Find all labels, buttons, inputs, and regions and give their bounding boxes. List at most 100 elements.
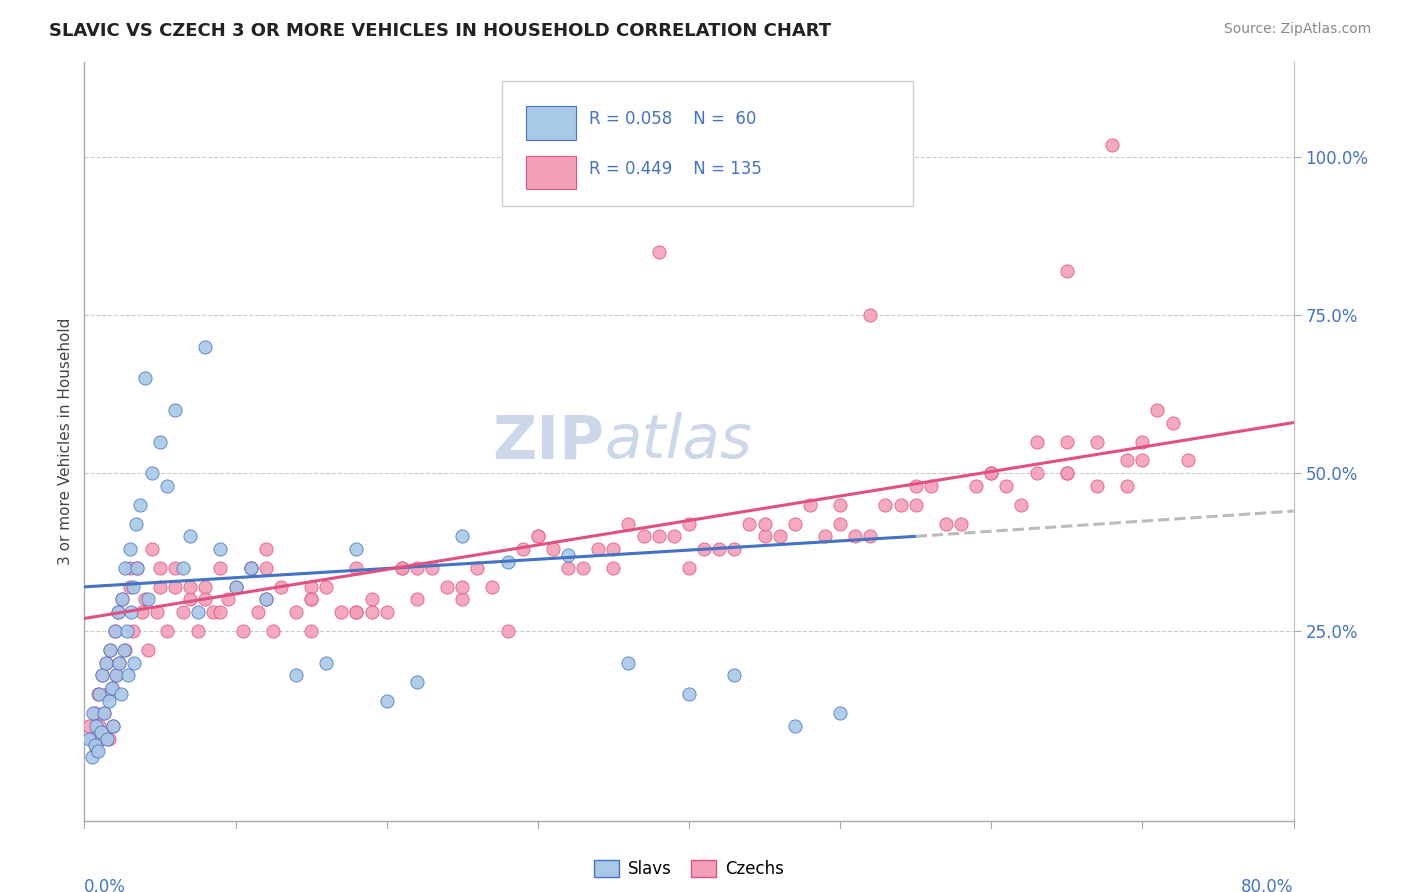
Point <box>391 561 413 575</box>
Point <box>965 479 987 493</box>
Point <box>980 466 1002 480</box>
Point <box>118 541 141 556</box>
Point <box>86 719 108 733</box>
Point <box>299 624 322 639</box>
Point <box>406 561 429 575</box>
Point <box>285 605 308 619</box>
Point <box>436 580 458 594</box>
Point <box>299 592 322 607</box>
Point <box>96 731 118 746</box>
Point <box>709 541 731 556</box>
Point <box>617 656 640 670</box>
Text: Source: ZipAtlas.com: Source: ZipAtlas.com <box>1223 22 1371 37</box>
Point <box>105 668 128 682</box>
Point <box>98 643 121 657</box>
Point <box>1085 434 1108 449</box>
Point <box>94 656 117 670</box>
Point <box>187 624 209 639</box>
Point <box>481 580 503 594</box>
Point <box>602 541 624 556</box>
Point <box>814 529 837 543</box>
Point <box>799 498 821 512</box>
Point <box>346 561 368 575</box>
Point <box>904 479 927 493</box>
Point <box>1132 434 1154 449</box>
Point <box>141 466 163 480</box>
Point <box>134 592 156 607</box>
Y-axis label: 3 or more Vehicles in Household: 3 or more Vehicles in Household <box>58 318 73 566</box>
Point <box>232 624 254 639</box>
Point <box>1056 466 1078 480</box>
Point <box>110 687 132 701</box>
Point <box>1116 453 1139 467</box>
Point <box>165 403 187 417</box>
Point <box>172 561 194 575</box>
Point <box>90 725 112 739</box>
Text: 80.0%: 80.0% <box>1241 878 1294 892</box>
Point <box>91 668 114 682</box>
Point <box>87 744 110 758</box>
Point <box>830 516 852 531</box>
Point <box>97 693 120 707</box>
Point <box>270 580 292 594</box>
Point <box>118 561 141 575</box>
Point <box>451 529 474 543</box>
Point <box>375 605 398 619</box>
Point <box>648 529 671 543</box>
Point <box>187 605 209 619</box>
Point <box>1056 466 1078 480</box>
Point <box>541 541 564 556</box>
Point <box>904 498 927 512</box>
Text: R = 0.058    N =  60: R = 0.058 N = 60 <box>589 111 756 128</box>
Point <box>120 605 142 619</box>
Point <box>172 605 194 619</box>
Point <box>859 529 882 543</box>
Point <box>451 592 474 607</box>
Point <box>118 580 141 594</box>
Point <box>121 580 143 594</box>
Point <box>209 605 232 619</box>
Point <box>980 466 1002 480</box>
Point <box>1056 264 1078 278</box>
Point <box>950 516 973 531</box>
Point <box>194 592 217 607</box>
Point <box>678 516 700 531</box>
Point <box>86 744 108 758</box>
Point <box>285 668 308 682</box>
Point <box>239 561 262 575</box>
Point <box>239 561 262 575</box>
Point <box>406 674 429 689</box>
Point <box>84 738 107 752</box>
Point <box>754 529 776 543</box>
Point <box>111 592 134 607</box>
Point <box>97 731 120 746</box>
Point <box>90 731 112 746</box>
Point <box>111 592 134 607</box>
Point <box>723 668 745 682</box>
Point <box>391 561 413 575</box>
Point <box>1161 416 1184 430</box>
Point <box>93 706 115 721</box>
Point <box>107 605 129 619</box>
Point <box>315 580 337 594</box>
Point <box>121 624 143 639</box>
Point <box>217 592 239 607</box>
Point <box>315 656 337 670</box>
Point <box>346 605 368 619</box>
Text: R = 0.449    N = 135: R = 0.449 N = 135 <box>589 160 762 178</box>
Point <box>254 541 277 556</box>
Point <box>633 529 655 543</box>
Point <box>662 529 685 543</box>
Point <box>194 340 217 354</box>
Point <box>678 687 700 701</box>
Point <box>420 561 443 575</box>
Point <box>754 516 776 531</box>
Point <box>254 592 277 607</box>
Point <box>844 529 866 543</box>
Point <box>165 561 187 575</box>
Point <box>77 731 100 746</box>
Point <box>209 561 232 575</box>
Point <box>149 561 172 575</box>
Point <box>80 731 103 746</box>
Point <box>165 580 187 594</box>
